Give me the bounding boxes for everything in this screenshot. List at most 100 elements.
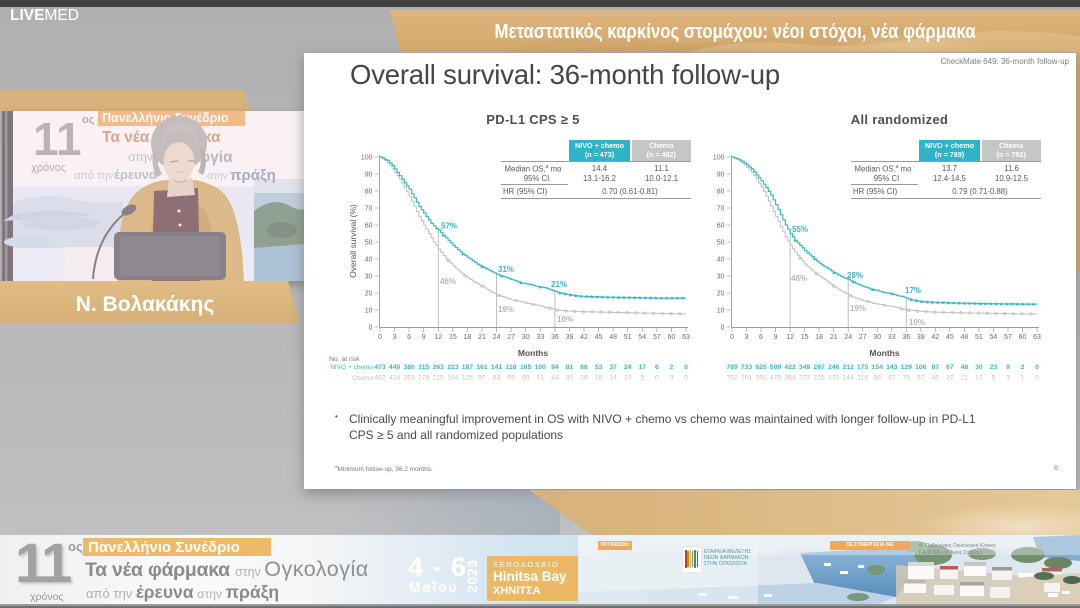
svg-text:33: 33 [888,334,896,341]
svg-text:57%: 57% [441,222,457,231]
svg-text:54: 54 [990,334,998,341]
svg-text:6: 6 [655,364,659,371]
svg-text:20: 20 [717,290,725,297]
svg-text:212: 212 [843,364,855,371]
svg-text:36: 36 [902,334,910,341]
svg-text:129: 129 [901,364,913,371]
svg-text:50: 50 [365,239,373,246]
svg-text:20: 20 [365,290,373,297]
svg-text:48: 48 [609,334,617,341]
svg-text:70: 70 [365,205,373,212]
svg-text:24: 24 [624,364,632,371]
svg-text:No. at risk: No. at risk [329,356,360,363]
svg-text:273: 273 [799,375,811,382]
svg-text:10%: 10% [909,318,925,327]
svg-text:0: 0 [378,334,382,341]
svg-text:143: 143 [886,364,898,371]
svg-text:Months: Months [869,348,899,358]
svg-text:175: 175 [857,364,869,371]
svg-text:0: 0 [655,375,659,382]
svg-text:100: 100 [713,154,725,161]
svg-text:57: 57 [917,375,925,382]
svg-text:60: 60 [365,222,373,229]
svg-text:792: 792 [726,375,738,382]
svg-text:215: 215 [433,375,445,382]
svg-text:63: 63 [1033,334,1041,341]
svg-text:106: 106 [915,364,927,371]
svg-text:625: 625 [755,364,767,371]
svg-text:2: 2 [670,364,674,371]
svg-text:12: 12 [786,334,794,341]
svg-text:9: 9 [1006,364,1010,371]
svg-text:9: 9 [422,334,426,341]
svg-text:40: 40 [717,256,725,263]
svg-text:57: 57 [653,334,661,341]
svg-text:187: 187 [462,364,474,371]
svg-text:12: 12 [434,334,442,341]
svg-text:223: 223 [447,364,459,371]
svg-text:11: 11 [33,113,82,165]
svg-text:87: 87 [932,364,940,371]
svg-text:28%: 28% [847,271,863,280]
svg-text:287: 287 [813,364,825,371]
svg-text:24: 24 [493,334,501,341]
svg-text:0: 0 [1035,364,1039,371]
svg-text:215: 215 [813,375,825,382]
svg-text:66: 66 [580,364,588,371]
svg-text:18: 18 [815,334,823,341]
svg-text:17: 17 [975,375,983,382]
svg-text:353: 353 [403,375,415,382]
svg-text:14: 14 [609,375,617,382]
svg-text:15: 15 [801,334,809,341]
svg-text:19%: 19% [850,304,866,313]
svg-text:30: 30 [975,364,983,371]
svg-text:44: 44 [551,375,559,382]
svg-text:10: 10 [717,307,725,314]
svg-text:94: 94 [551,364,559,371]
svg-text:0: 0 [1035,375,1039,382]
svg-text:67: 67 [946,364,954,371]
svg-text:39: 39 [917,334,925,341]
svg-text:100: 100 [535,364,547,371]
svg-text:275: 275 [418,375,430,382]
svg-text:97: 97 [478,375,486,382]
svg-text:789: 789 [726,364,738,371]
svg-text:98: 98 [873,375,881,382]
svg-text:3: 3 [745,334,749,341]
svg-text:39: 39 [566,334,574,341]
svg-text:10: 10 [624,375,632,382]
svg-text:18: 18 [464,334,472,341]
svg-text:21: 21 [830,334,838,341]
svg-text:424: 424 [389,375,401,382]
svg-text:475: 475 [770,375,782,382]
svg-text:60: 60 [668,334,676,341]
svg-text:15: 15 [449,334,457,341]
svg-text:87: 87 [888,375,896,382]
svg-text:9: 9 [992,375,996,382]
svg-text:591: 591 [755,375,767,382]
svg-text:0: 0 [369,324,373,331]
svg-text:9: 9 [774,334,778,341]
svg-text:380: 380 [403,364,415,371]
svg-text:24: 24 [844,334,852,341]
svg-text:35: 35 [566,375,574,382]
svg-text:51: 51 [537,375,545,382]
svg-text:42: 42 [931,334,939,341]
svg-text:90: 90 [717,171,725,178]
svg-text:154: 154 [447,375,459,382]
svg-text:509: 509 [770,364,782,371]
svg-text:5: 5 [640,375,644,382]
svg-text:17%: 17% [905,286,921,295]
svg-text:36: 36 [551,334,559,341]
svg-text:144: 144 [843,375,855,382]
svg-text:440: 440 [389,364,401,371]
svg-text:70: 70 [717,205,725,212]
svg-text:19%: 19% [498,305,514,314]
svg-text:18: 18 [595,375,603,382]
svg-text:30: 30 [522,334,530,341]
svg-text:έρευνα: έρευνα [114,167,157,182]
svg-text:81: 81 [566,364,574,371]
svg-text:125: 125 [462,375,474,382]
svg-text:701: 701 [741,375,753,382]
svg-text:21: 21 [961,375,969,382]
